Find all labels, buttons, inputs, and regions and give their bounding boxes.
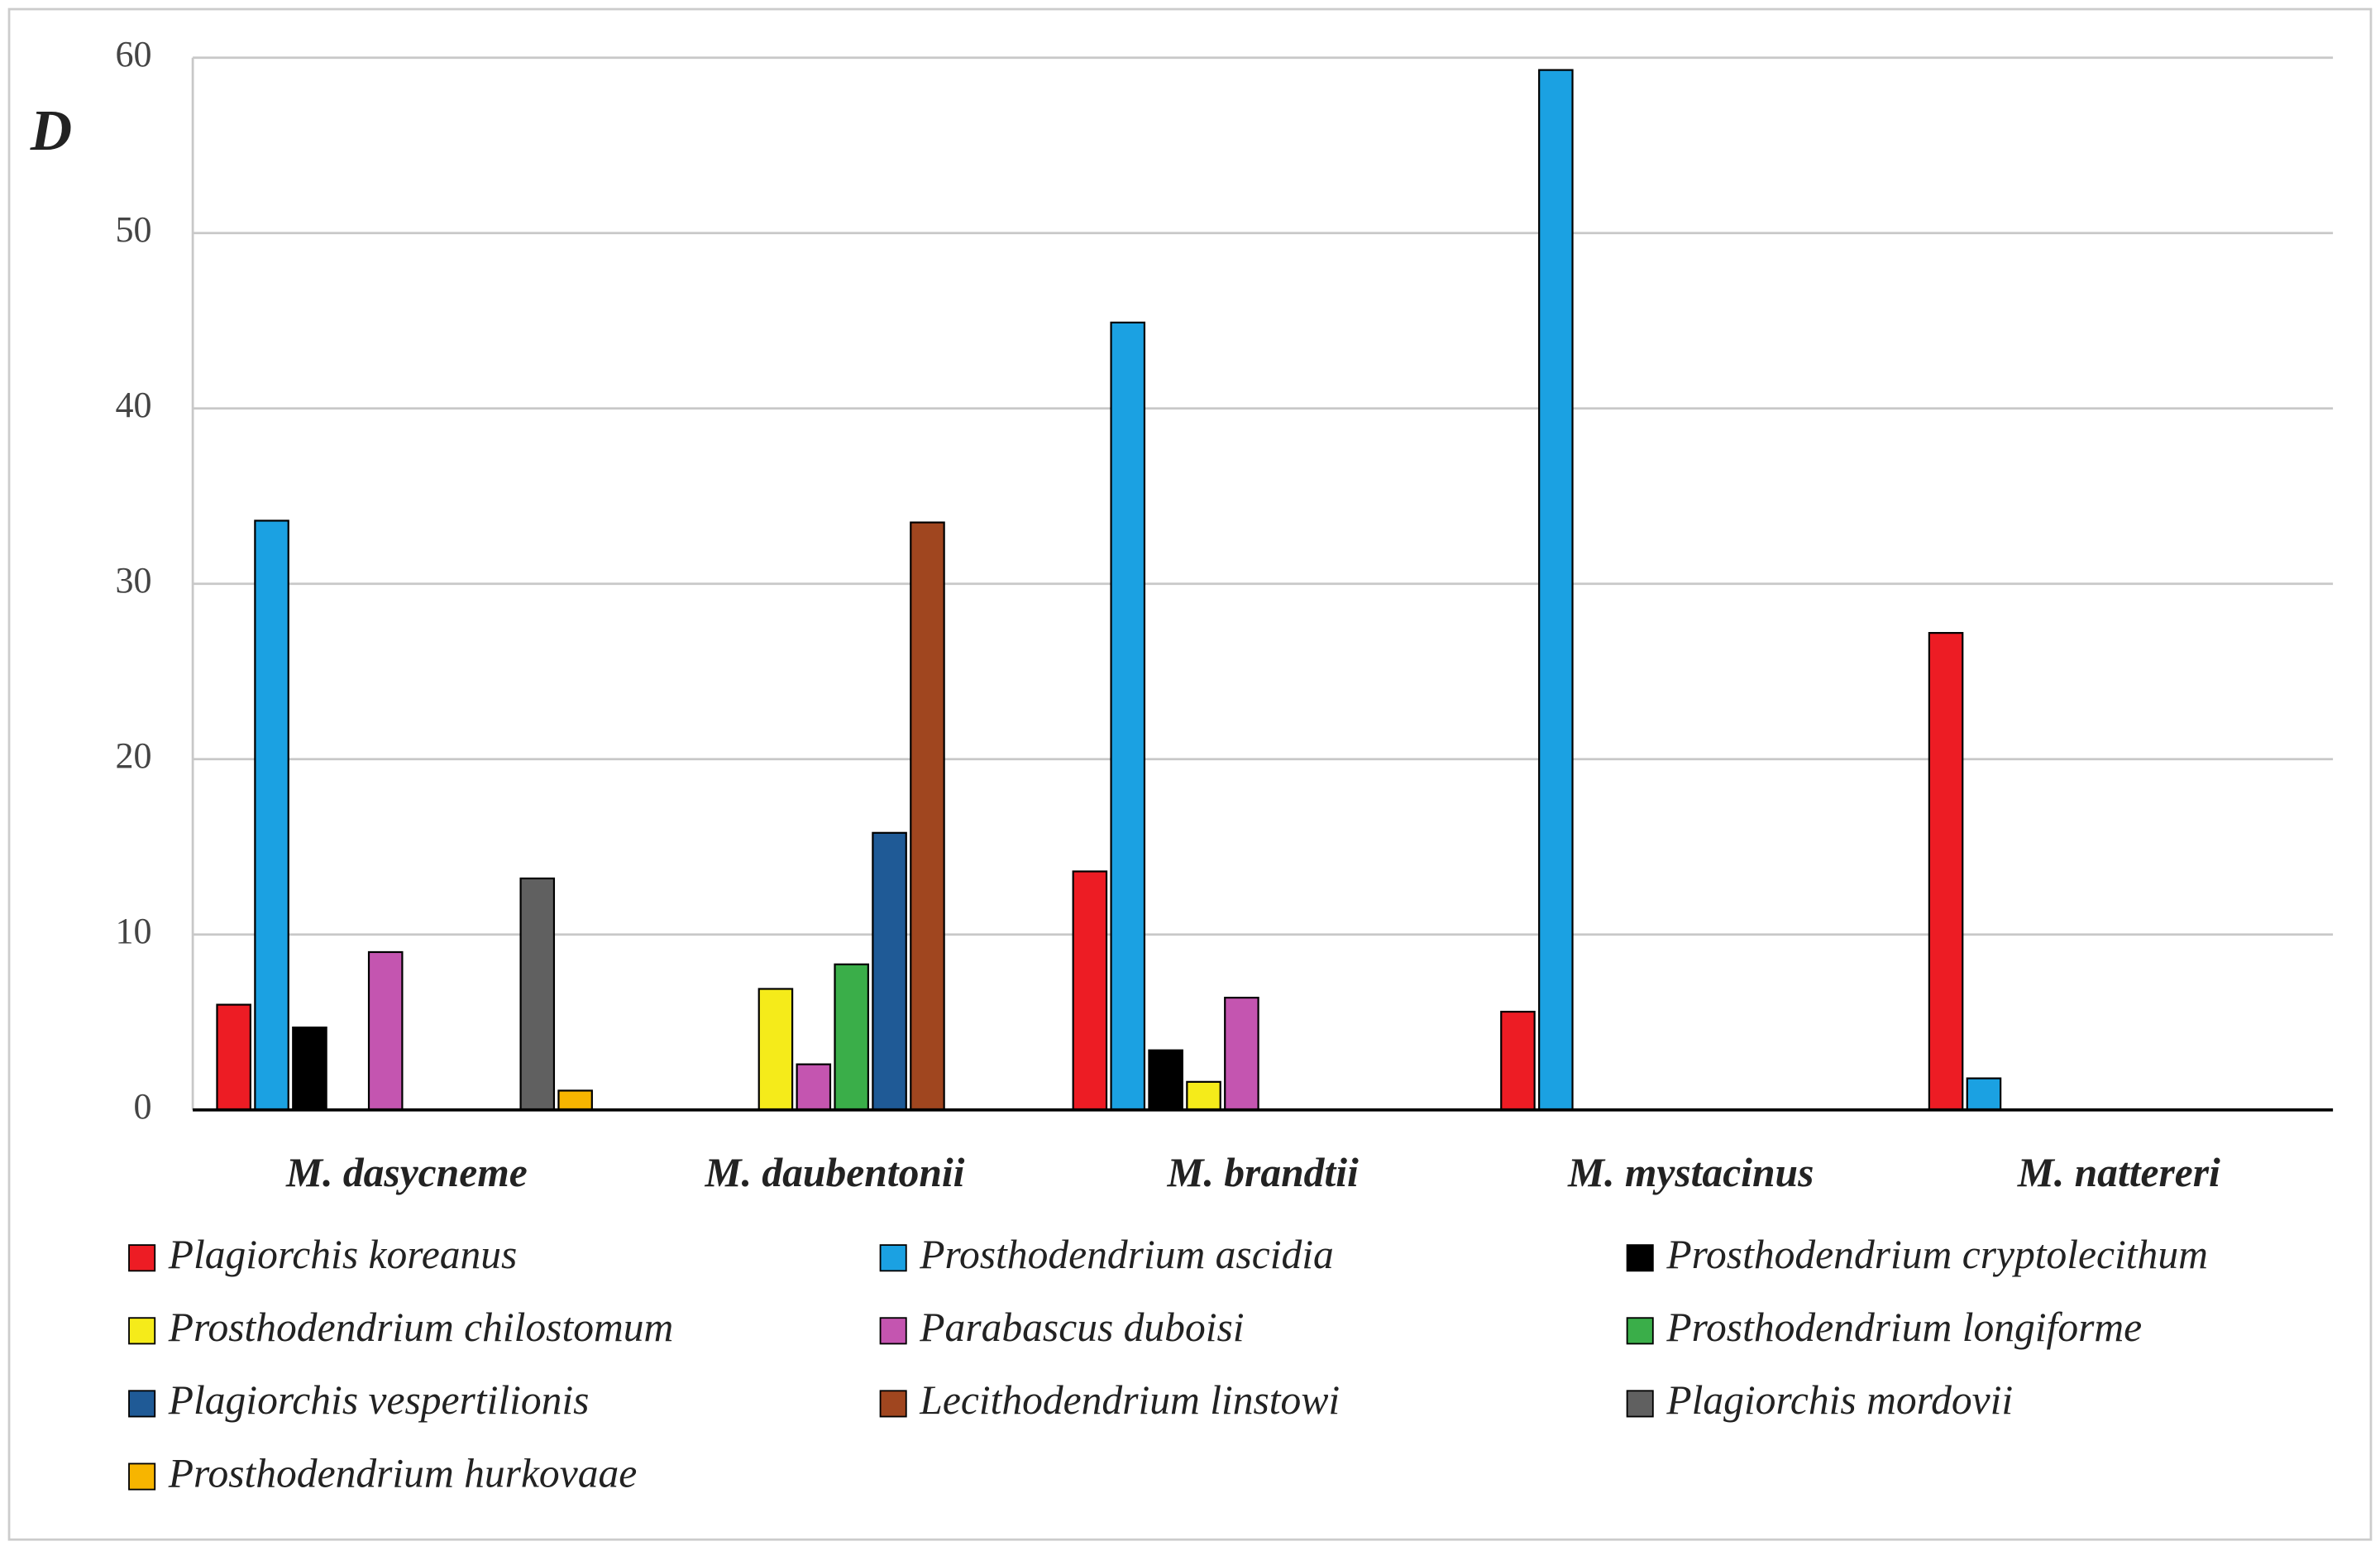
bar — [557, 1089, 593, 1111]
legend-label: Prosthodendrium longiforme — [1666, 1304, 2142, 1350]
bar — [872, 831, 907, 1111]
y-tick-label: 10 — [115, 911, 151, 951]
y-tick-label: 40 — [115, 385, 151, 425]
legend-swatch — [1626, 1244, 1654, 1272]
bar — [796, 1063, 832, 1111]
legend-swatch — [879, 1244, 907, 1272]
legend-swatch — [128, 1244, 156, 1272]
legend-swatch — [128, 1390, 156, 1418]
bar — [1500, 1010, 1536, 1111]
bar — [757, 988, 794, 1111]
bar — [1928, 632, 1964, 1111]
legend-label: Parabascus duboisi — [919, 1304, 1244, 1350]
legend-label: Prosthodendrium cryptolecithum — [1666, 1232, 2208, 1277]
bar — [367, 950, 404, 1111]
bar — [1110, 321, 1146, 1111]
legend-swatch — [128, 1317, 156, 1345]
x-tick-label: M. daubentonii — [705, 1150, 965, 1195]
legend-swatch — [128, 1462, 156, 1491]
bar — [834, 963, 869, 1111]
bar — [1186, 1080, 1221, 1111]
legend-swatch — [879, 1390, 907, 1418]
bar — [1148, 1049, 1183, 1111]
bar — [519, 877, 556, 1111]
y-tick-label: 30 — [115, 560, 151, 601]
bar — [292, 1027, 327, 1111]
legend-label: Plagiorchis vespertilionis — [168, 1377, 590, 1423]
legend-swatch — [1626, 1317, 1654, 1345]
x-tick-label: M. brandtii — [1166, 1150, 1359, 1195]
x-tick-label: M. nattereri — [2017, 1150, 2220, 1195]
x-tick-label: M. mystacinus — [1567, 1150, 1814, 1195]
x-tick-label: M. dasycneme — [285, 1150, 528, 1195]
legend-label: Prosthodendrium chilostomum — [168, 1304, 674, 1350]
bar — [910, 521, 945, 1111]
bar — [216, 1003, 251, 1111]
legend-label: Prosthodendrium hurkovaae — [168, 1450, 637, 1496]
legend-label: Plagiorchis koreanus — [168, 1232, 518, 1277]
bar — [1966, 1077, 2002, 1111]
y-tick-label: 0 — [134, 1086, 152, 1127]
legend-label: Plagiorchis mordovii — [1666, 1377, 2013, 1423]
y-tick-label: 20 — [115, 735, 151, 776]
legend-label: Lecithodendrium linstowi — [919, 1377, 1340, 1423]
legend-swatch — [1626, 1390, 1654, 1418]
y-tick-label: 60 — [115, 34, 151, 74]
legend-label: Prosthodendrium ascidia — [919, 1232, 1334, 1277]
y-tick-label: 50 — [115, 209, 151, 250]
bar — [1538, 69, 1574, 1111]
legend-swatch — [879, 1317, 907, 1345]
chart-frame — [7, 7, 2373, 1541]
bar — [1224, 996, 1259, 1111]
bar — [254, 519, 289, 1111]
y-axis-label: D — [30, 99, 72, 163]
bar — [1072, 870, 1108, 1111]
